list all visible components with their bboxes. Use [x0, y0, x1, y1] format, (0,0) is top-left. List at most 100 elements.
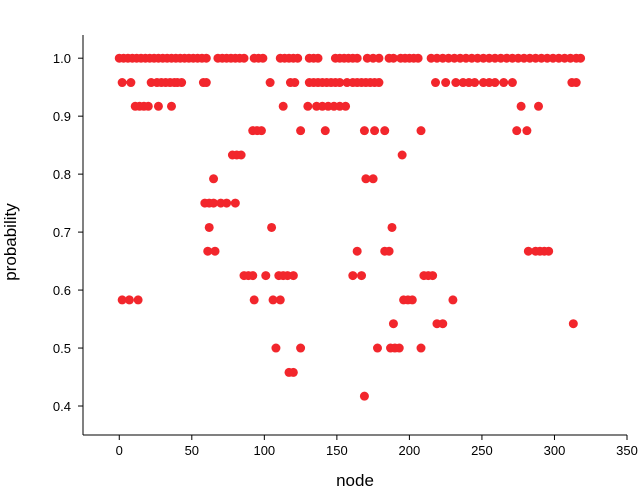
point: [407, 295, 417, 305]
y-tick-label: 0.6: [53, 283, 71, 298]
y-tick-label: 1.0: [53, 51, 71, 66]
point: [320, 126, 330, 136]
x-tick-label: 150: [326, 443, 348, 458]
y-tick-label: 0.7: [53, 225, 71, 240]
point: [296, 343, 306, 353]
point: [143, 101, 153, 111]
point: [516, 101, 526, 111]
y-tick-label: 0.8: [53, 167, 71, 182]
point: [288, 367, 298, 377]
point: [448, 295, 458, 305]
point: [571, 78, 581, 88]
point: [372, 343, 382, 353]
point: [499, 78, 509, 88]
point: [268, 295, 278, 305]
point: [271, 343, 281, 353]
point: [512, 126, 522, 136]
point: [388, 319, 398, 329]
point: [288, 271, 298, 281]
point: [222, 198, 232, 208]
y-tick-label: 0.4: [53, 399, 71, 414]
point: [209, 198, 219, 208]
point: [275, 295, 285, 305]
point: [256, 126, 266, 136]
point: [397, 150, 407, 160]
y-axis-title: probability: [1, 203, 20, 281]
point: [124, 295, 134, 305]
point: [507, 78, 517, 88]
point: [428, 271, 438, 281]
point: [303, 101, 313, 111]
point: [352, 246, 362, 256]
point: [413, 53, 423, 63]
point: [249, 295, 259, 305]
point: [523, 246, 533, 256]
point: [153, 101, 163, 111]
point: [201, 53, 211, 63]
point: [438, 319, 448, 329]
point: [261, 271, 271, 281]
x-tick-label: 50: [185, 443, 199, 458]
point: [313, 53, 323, 63]
point: [166, 101, 176, 111]
point: [348, 271, 358, 281]
point: [248, 271, 258, 281]
x-tick-label: 300: [544, 443, 566, 458]
point: [258, 53, 268, 63]
point: [534, 101, 544, 111]
x-axis-title: node: [336, 471, 374, 490]
point: [201, 78, 211, 88]
point: [361, 174, 371, 184]
x-tick-label: 200: [399, 443, 421, 458]
point: [203, 246, 213, 256]
point: [370, 126, 380, 136]
point: [431, 78, 441, 88]
point: [568, 319, 578, 329]
point: [380, 126, 390, 136]
point: [416, 343, 426, 353]
point: [544, 246, 554, 256]
point: [341, 101, 351, 111]
x-tick-label: 250: [471, 443, 493, 458]
point: [210, 246, 220, 256]
x-tick-label: 100: [253, 443, 275, 458]
point: [416, 126, 426, 136]
point: [576, 53, 586, 63]
point: [359, 126, 369, 136]
point: [522, 126, 532, 136]
point: [368, 174, 378, 184]
point: [296, 126, 306, 136]
point: [451, 78, 461, 88]
point: [239, 53, 249, 63]
point: [384, 246, 394, 256]
point: [177, 78, 187, 88]
point: [278, 101, 288, 111]
point: [204, 222, 214, 232]
point: [236, 150, 246, 160]
point: [374, 53, 384, 63]
point: [209, 174, 219, 184]
point: [335, 78, 345, 88]
point: [394, 343, 404, 353]
x-tick-label: 350: [616, 443, 638, 458]
point: [126, 78, 136, 88]
point: [265, 78, 275, 88]
point: [133, 295, 143, 305]
point: [470, 78, 480, 88]
y-tick-label: 0.5: [53, 341, 71, 356]
point: [490, 78, 500, 88]
point: [290, 78, 300, 88]
point: [117, 295, 127, 305]
point: [117, 78, 127, 88]
point: [388, 53, 398, 63]
point: [357, 271, 367, 281]
point: [352, 53, 362, 63]
point: [387, 222, 397, 232]
point: [293, 53, 303, 63]
x-tick-label: 0: [116, 443, 123, 458]
point: [359, 391, 369, 401]
point: [230, 198, 240, 208]
point: [441, 78, 451, 88]
y-tick-label: 0.9: [53, 109, 71, 124]
